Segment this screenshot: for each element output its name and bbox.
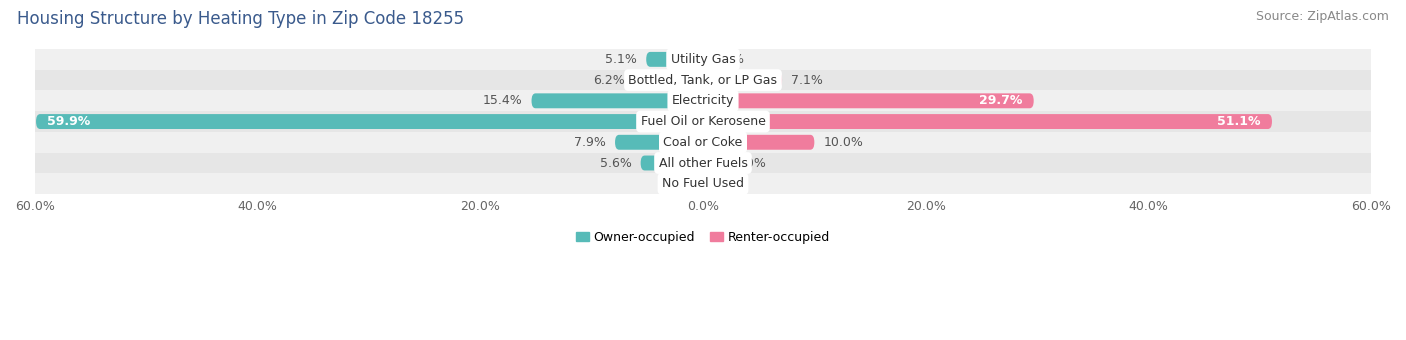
FancyBboxPatch shape — [641, 155, 703, 170]
Text: Bottled, Tank, or LP Gas: Bottled, Tank, or LP Gas — [628, 73, 778, 87]
Text: 59.9%: 59.9% — [48, 115, 90, 128]
Text: 2.0%: 2.0% — [734, 156, 766, 170]
FancyBboxPatch shape — [37, 114, 703, 129]
Bar — [35, 173, 1371, 194]
Text: 7.9%: 7.9% — [574, 136, 606, 149]
Text: 15.4%: 15.4% — [482, 94, 523, 107]
Text: 6.2%: 6.2% — [593, 73, 626, 87]
Text: 5.6%: 5.6% — [600, 156, 631, 170]
Text: Electricity: Electricity — [672, 94, 734, 107]
Text: Fuel Oil or Kerosene: Fuel Oil or Kerosene — [641, 115, 765, 128]
FancyBboxPatch shape — [614, 135, 703, 150]
FancyBboxPatch shape — [703, 94, 1033, 108]
Text: 0.0%: 0.0% — [711, 53, 744, 66]
Bar — [35, 132, 1371, 153]
Bar — [35, 70, 1371, 90]
Bar — [35, 90, 1371, 111]
Text: 29.7%: 29.7% — [979, 94, 1022, 107]
Text: 5.1%: 5.1% — [606, 53, 637, 66]
Text: Housing Structure by Heating Type in Zip Code 18255: Housing Structure by Heating Type in Zip… — [17, 10, 464, 28]
Text: Coal or Coke: Coal or Coke — [664, 136, 742, 149]
Text: 10.0%: 10.0% — [824, 136, 863, 149]
Text: 0.0%: 0.0% — [711, 177, 744, 190]
FancyBboxPatch shape — [647, 52, 703, 67]
Text: 51.1%: 51.1% — [1218, 115, 1261, 128]
Legend: Owner-occupied, Renter-occupied: Owner-occupied, Renter-occupied — [571, 226, 835, 249]
FancyBboxPatch shape — [634, 73, 703, 88]
Text: Utility Gas: Utility Gas — [671, 53, 735, 66]
Text: Source: ZipAtlas.com: Source: ZipAtlas.com — [1256, 10, 1389, 23]
FancyBboxPatch shape — [703, 135, 814, 150]
FancyBboxPatch shape — [703, 155, 725, 170]
FancyBboxPatch shape — [703, 114, 1272, 129]
FancyBboxPatch shape — [531, 94, 703, 108]
Text: 0.0%: 0.0% — [662, 177, 695, 190]
Bar — [35, 49, 1371, 70]
Bar — [35, 153, 1371, 173]
Text: 7.1%: 7.1% — [792, 73, 823, 87]
Text: No Fuel Used: No Fuel Used — [662, 177, 744, 190]
Bar — [35, 111, 1371, 132]
FancyBboxPatch shape — [703, 73, 782, 88]
Text: All other Fuels: All other Fuels — [658, 156, 748, 170]
